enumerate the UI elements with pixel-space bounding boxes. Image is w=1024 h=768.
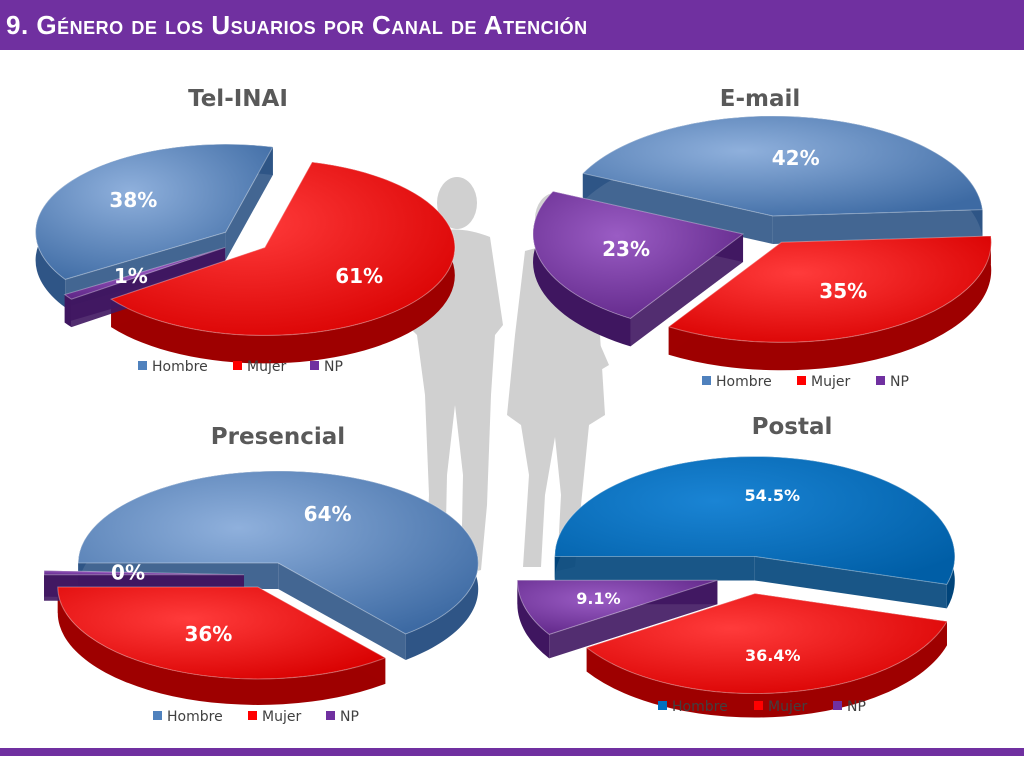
data-label-np: 9.1% [576,589,620,608]
footer-bar [0,748,1024,756]
legend-email: Hombre Mujer NP [702,374,909,390]
legend-swatch-mujer [233,361,242,370]
legend-swatch-hombre [658,701,667,710]
legend-label-mujer: Mujer [768,699,807,715]
slice-side-hombre [78,471,479,660]
slice-np [63,246,226,300]
legend-label-hombre: Hombre [716,374,772,390]
slice-cut-hombre [582,173,773,244]
data-label-mujer: 36.4% [745,646,801,665]
chart-title-presencial: Presencial [211,424,345,450]
page-title: 9. Género de los Usuarios por Canal de A… [6,10,588,40]
slice-np [532,190,745,319]
legend-swatch-mujer [248,711,257,720]
legend-swatch-mujer [754,701,763,710]
pie-chart-email: E-mail 42% 35% 23% Hombre Mujer NP [532,86,992,390]
legend-presencial: Hombre Mujer NP [153,709,359,725]
slice-mujer [667,235,992,343]
legend-swatch-np [833,701,842,710]
slice-cut-np [64,247,226,323]
legend-swatch-hombre [702,376,711,385]
data-label-mujer: 36% [184,622,232,646]
data-label-np: 0% [111,561,145,585]
slice-side-np [533,191,631,347]
chart-title-tel-inai: Tel-INAI [188,86,288,112]
slice-side-np [517,580,550,659]
slice-cut-hombre [225,147,273,261]
slice-mujer [57,586,387,680]
slice-hombre [554,455,956,585]
legend-label-hombre: Hombre [167,709,223,725]
pie-chart-postal: Postal 54.5% 36.4% 9.1% Hombre Mujer NP [516,414,956,718]
slice-np [516,579,718,635]
slice-cut-hombre [772,209,983,244]
couple-silhouette-image [407,177,609,575]
slice-np [43,570,245,576]
legend-label-np: NP [324,359,343,375]
data-label-np: 23% [602,237,650,261]
legend-label-hombre: Hombre [152,359,208,375]
data-label-hombre: 38% [109,188,157,212]
slice-side-mujer [586,621,947,718]
data-label-hombre: 64% [304,502,352,526]
legend-label-np: NP [340,709,359,725]
legend-swatch-np [326,711,335,720]
legend-tel-inai: Hombre Mujer NP [138,359,343,375]
slice-hombre [35,143,274,280]
header-bar: 9. Género de los Usuarios por Canal de A… [0,0,1024,50]
slice-cut-np [630,233,744,347]
legend-swatch-hombre [153,711,162,720]
data-label-hombre: 54.5% [745,486,801,505]
legend-label-np: NP [847,699,866,715]
slice-hombre [77,470,479,635]
legend-label-hombre: Hombre [672,699,728,715]
legend-swatch-np [310,361,319,370]
data-label-hombre: 42% [772,146,820,170]
slice-mujer [585,592,948,695]
chart-title-email: E-mail [720,86,801,112]
data-label-mujer: 61% [335,264,383,288]
legend-swatch-mujer [797,376,806,385]
slice-hombre [581,115,984,217]
data-label-np: 1% [114,264,148,288]
slice-side-mujer [668,236,992,371]
slice-side-mujer [57,586,386,705]
legend-swatch-hombre [138,361,147,370]
pie-postal: 54.5% 36.4% 9.1% [516,455,956,718]
slice-side-mujer [111,162,455,364]
legend-label-mujer: Mujer [811,374,850,390]
data-label-mujer: 35% [819,279,867,303]
slice-cut-hombre [278,563,406,660]
legend-label-np: NP [890,374,909,390]
pie-presencial: 64% 36% 0% [43,470,479,705]
slice-mujer [109,161,456,336]
pie-tel-inai: 38% 61% 1% [35,143,456,364]
pie-chart-tel-inai: Tel-INAI 38% 61% 1% Hombre Mujer NP [35,86,456,375]
slice-cut-hombre [554,556,755,581]
legend-postal: Hombre Mujer NP [658,699,866,715]
pie-chart-presencial: Presencial 64% 36% 0% Hombre Mujer NP [43,424,479,725]
legend-label-mujer: Mujer [247,359,286,375]
legend-label-mujer: Mujer [262,709,301,725]
chart-title-postal: Postal [752,414,833,440]
slice-cut-hombre [754,556,947,609]
legend-swatch-np [876,376,885,385]
pie-email: 42% 35% 23% [532,115,992,371]
